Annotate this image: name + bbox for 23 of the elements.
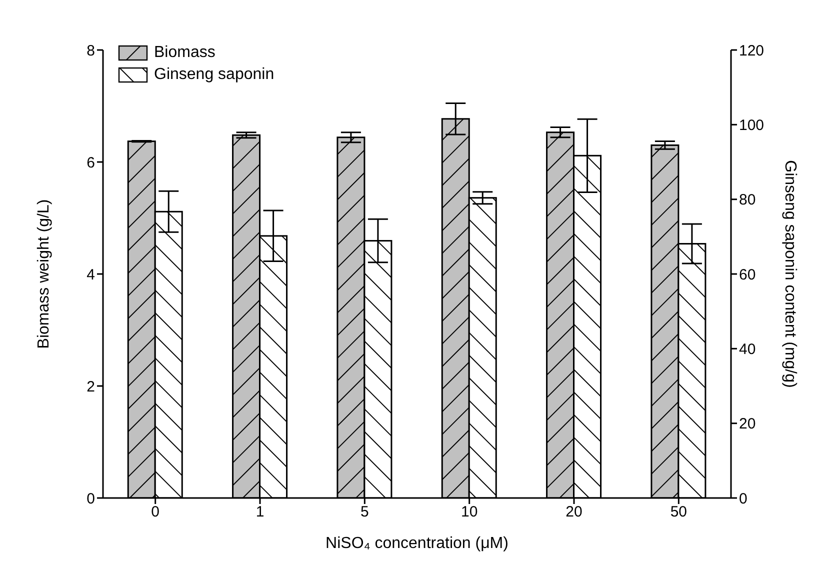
y2-tick-label: 20 <box>739 416 756 433</box>
x-tick-label: 10 <box>460 504 478 521</box>
y-tick-label: 0 <box>86 490 95 508</box>
y2-tick-label: 100 <box>739 116 764 134</box>
legend-label: Ginseng saponin <box>154 66 274 84</box>
x-tick-label: 1 <box>256 504 264 521</box>
y2-tick-label: 80 <box>739 192 756 209</box>
y-tick-label: 2 <box>86 378 95 396</box>
x-tick-label: 0 <box>151 504 160 521</box>
y-tick-label: 8 <box>86 42 95 60</box>
y-axis-title: Biomass weight (g/L) <box>36 199 53 349</box>
y-tick-label: 6 <box>86 154 95 172</box>
y2-tick-label: 0 <box>739 490 748 508</box>
x-axis-title: NiSO₄ concentration (μM) <box>326 535 508 552</box>
legend-label: Biomass <box>154 44 216 62</box>
x-tick-label: 20 <box>566 504 582 521</box>
x-tick-label: 5 <box>360 504 369 521</box>
y-tick-label: 4 <box>86 266 95 284</box>
y2-tick-label: 120 <box>739 42 764 60</box>
x-tick-label: 50 <box>670 504 688 521</box>
y2-axis-title: Ginseng saponin content (mg/g) <box>781 160 798 388</box>
y2-tick-label: 40 <box>739 340 756 358</box>
y2-tick-label: 60 <box>739 266 756 284</box>
